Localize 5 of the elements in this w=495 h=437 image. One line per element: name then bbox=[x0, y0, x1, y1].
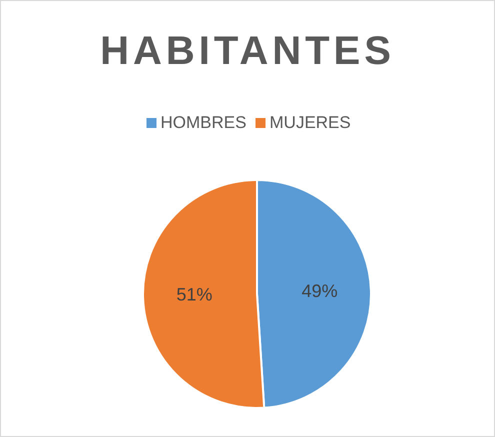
data-label: 51% bbox=[176, 284, 212, 305]
chart-title: HABITANTES bbox=[100, 29, 395, 73]
legend-label: MUJERES bbox=[270, 113, 351, 132]
legend-label: HOMBRES bbox=[160, 113, 246, 132]
data-label: 49% bbox=[302, 280, 338, 301]
